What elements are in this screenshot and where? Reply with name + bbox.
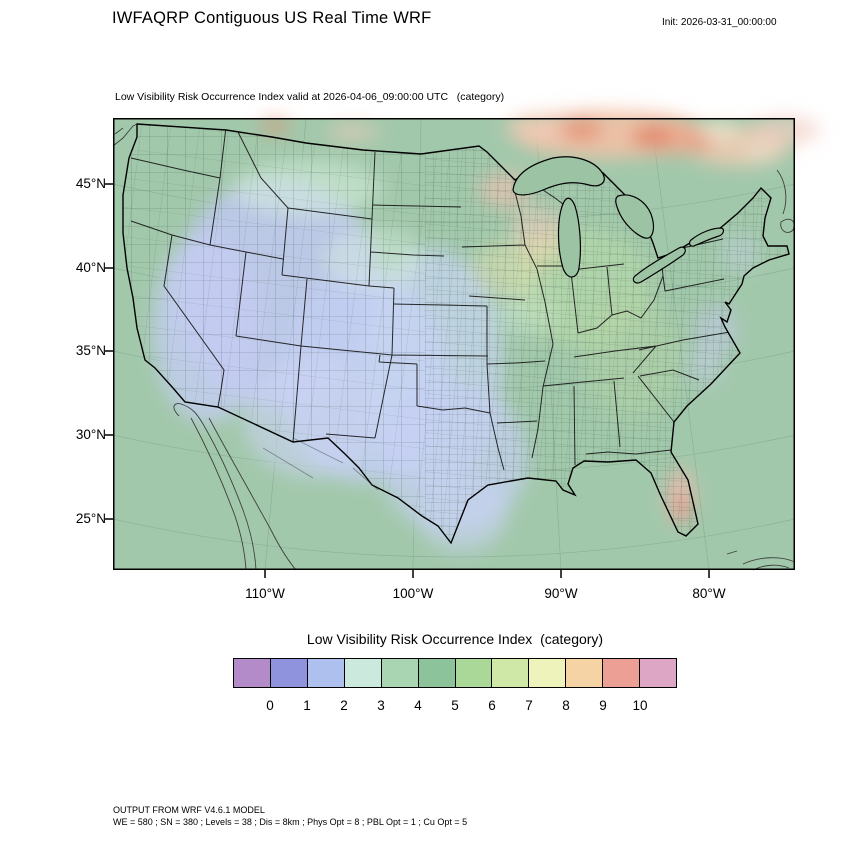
lon-tick-label: 90°W: [544, 586, 578, 601]
colorbar-tick-label: 8: [562, 698, 570, 713]
colorbar-tick-label: 10: [632, 698, 648, 713]
lat-tick-label: 25°N: [75, 511, 106, 526]
neighbor-coastlines: [112, 123, 796, 571]
conus-map: [105, 110, 820, 578]
lat-tick-label: 40°N: [75, 260, 106, 275]
colorbar-tick-label: 3: [377, 698, 385, 713]
lon-tick-label: 80°W: [692, 586, 726, 601]
lon-tick-label: 110°W: [245, 586, 285, 601]
colorbar-cell: [418, 659, 456, 687]
lon-tick-label: 100°W: [392, 586, 434, 601]
lake-huron: [615, 194, 655, 239]
colorbar-cell: [234, 659, 271, 687]
lake-michigan: [557, 197, 581, 278]
colorbar-tick-label: 5: [451, 698, 459, 713]
colorbar-cell: [492, 659, 530, 687]
lat-tick-label: 30°N: [75, 427, 106, 442]
colorbar-tick-label: 4: [414, 698, 422, 713]
colorbar-tick-label: 6: [488, 698, 496, 713]
lake-ontario: [688, 227, 725, 247]
model-info-line2: WE = 580 ; SN = 380 ; Levels = 38 ; Dis …: [113, 817, 468, 827]
init-timestamp: Init: 2026-03-31_00:00:00: [662, 17, 777, 28]
colorbar-cell: [381, 659, 419, 687]
valid-time-subtitle: Low Visibility Risk Occurrence Index val…: [115, 91, 505, 103]
colorbar-cell: [307, 659, 345, 687]
lake-superior: [512, 156, 605, 196]
conus-map-canvas: [105, 110, 820, 578]
colorbar-cell: [640, 659, 677, 687]
model-info-line1: OUTPUT FROM WRF V4.6.1 MODEL: [113, 805, 265, 815]
axis-ticks: [105, 183, 710, 578]
colorbar-cell: [344, 659, 382, 687]
great-lakes: [512, 156, 725, 284]
lat-tick-label: 35°N: [75, 343, 106, 358]
colorbar-tick-label: 9: [599, 698, 607, 713]
colorbar-tick-label: 2: [340, 698, 348, 713]
colorbar-cell: [603, 659, 641, 687]
colorbar-title: Low Visibility Risk Occurrence Index (ca…: [306, 631, 604, 647]
colorbar-cell: [566, 659, 604, 687]
lake-erie: [632, 246, 686, 284]
colorbar-cell: [270, 659, 308, 687]
colorbar-tick-label: 7: [525, 698, 533, 713]
colorbar-tick-labels: 0 1 2 3 4 5 6 7 8 9 10: [233, 698, 677, 716]
colorbar-cell: [529, 659, 567, 687]
colorbar-tick-label: 1: [303, 698, 311, 713]
lat-tick-label: 45°N: [75, 176, 106, 191]
colorbar-cell: [455, 659, 493, 687]
colorbar-tick-label: 0: [266, 698, 274, 713]
plot-title: IWFAQRP Contiguous US Real Time WRF: [112, 9, 432, 27]
map-frame: [105, 118, 795, 578]
colorbar-legend: [233, 658, 677, 688]
